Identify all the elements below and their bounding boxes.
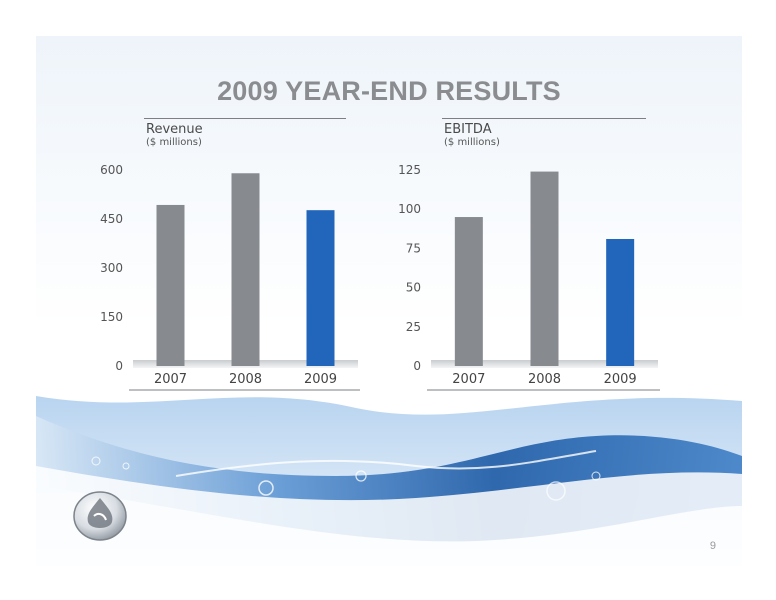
ebitda-bar-2008 <box>530 171 559 366</box>
revenue-bar-2008 <box>231 173 260 366</box>
ebitda-ytick-label: 75 <box>406 241 421 255</box>
ebitda-ytick-label: 25 <box>406 320 421 334</box>
ebitda-xtick-label: 2007 <box>452 372 485 387</box>
revenue-chart: 0 150 300 450 600 2007 2008 2009 <box>100 163 360 391</box>
revenue-bar-2009 <box>306 210 335 366</box>
ebitda-ytick-label: 0 <box>413 359 421 373</box>
ebitda-bar-2009 <box>606 238 635 366</box>
revenue-bar-2007 <box>156 204 185 366</box>
ebitda-chart: 0 25 50 75 100 125 2007 2008 2009 <box>398 163 660 391</box>
slide: 2009 YEAR-END RESULTS Revenue ($ million… <box>36 36 742 566</box>
page-number: 9 <box>709 540 716 552</box>
ebitda-header-rule <box>442 118 646 119</box>
revenue-header-rule <box>144 118 346 119</box>
revenue-xtick-label: 2007 <box>154 372 187 387</box>
revenue-xtick-label: 2009 <box>304 372 337 387</box>
revenue-ytick-label: 600 <box>100 163 123 177</box>
revenue-ytick-label: 0 <box>115 359 123 373</box>
revenue-chart-title: Revenue <box>146 122 203 137</box>
ebitda-ytick-label: 100 <box>398 202 421 216</box>
ebitda-ytick-label: 50 <box>406 281 421 295</box>
revenue-ytick-label: 450 <box>100 212 123 226</box>
ebitda-xtick-label: 2009 <box>604 372 637 387</box>
ebitda-ytick-label: 125 <box>398 163 421 177</box>
ebitda-bar-2007 <box>454 217 483 366</box>
ebitda-xtick-label: 2008 <box>528 372 561 387</box>
water-wave-decoration <box>36 396 742 566</box>
ebitda-chart-title: EBITDA <box>444 122 492 137</box>
charts-canvas: 0 150 300 450 600 2007 2008 2009 0 25 50 75 100 125 2… <box>36 163 742 566</box>
revenue-ytick-label: 300 <box>100 261 123 275</box>
water-drop-logo-icon <box>73 491 127 541</box>
revenue-ytick-label: 150 <box>100 310 123 324</box>
ebitda-chart-unit: ($ millions) <box>444 137 500 148</box>
revenue-xtick-label: 2008 <box>229 372 262 387</box>
revenue-chart-unit: ($ millions) <box>146 137 202 148</box>
page-title: 2009 YEAR-END RESULTS <box>217 76 561 106</box>
